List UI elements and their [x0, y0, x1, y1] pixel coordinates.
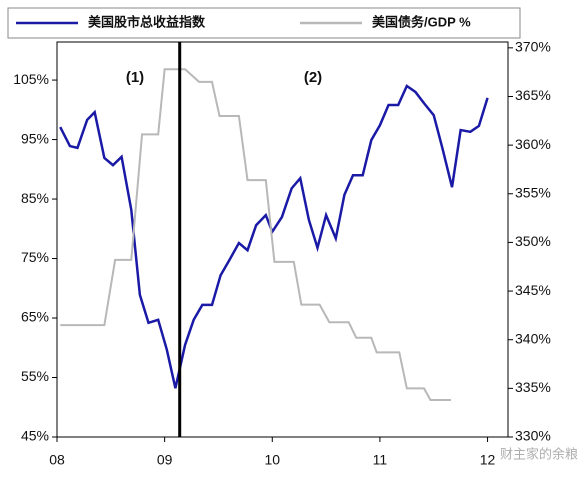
legend-box: [7, 7, 521, 39]
plot-frame: [56, 41, 509, 438]
x-tick-label: 11: [373, 452, 388, 468]
y-tick-label: 45%: [21, 428, 49, 444]
y2-tick-label: 355%: [515, 184, 551, 200]
annotation: (2): [304, 69, 322, 86]
x-tick-label: 09: [157, 452, 173, 468]
x-tick-label: 12: [480, 452, 496, 468]
x-tick-label: 08: [49, 452, 65, 468]
y-tick-label: 65%: [21, 309, 49, 325]
y2-tick-label: 335%: [515, 379, 551, 395]
series-line: [60, 68, 451, 402]
annotation: (1): [126, 69, 144, 86]
y-tick-label: 55%: [21, 368, 49, 384]
y2-tick-label: 365%: [515, 87, 551, 103]
y2-tick-label: 360%: [515, 136, 551, 152]
y2-tick-label: 345%: [515, 282, 551, 298]
y-tick-label: 85%: [21, 190, 49, 206]
y2-tick-label: 340%: [515, 330, 551, 346]
y2-tick-label: 350%: [515, 233, 551, 249]
y-tick-label: 75%: [21, 249, 49, 265]
watermark: 财主家的余粮: [500, 446, 578, 461]
y2-tick-label: 330%: [515, 428, 551, 444]
legend-label: 美国股市总收益指数: [88, 14, 206, 29]
y-tick-label: 105%: [13, 71, 49, 87]
x-tick-label: 10: [264, 452, 280, 468]
legend-label: 美国债务/GDP %: [372, 14, 471, 29]
y2-tick-label: 370%: [515, 39, 551, 55]
series-line: [59, 84, 489, 389]
y-tick-label: 95%: [21, 130, 49, 146]
